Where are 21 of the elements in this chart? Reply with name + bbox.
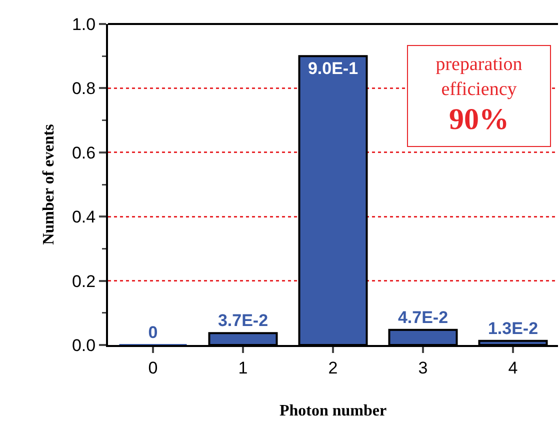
y-tick-label: 0.2: [72, 272, 96, 291]
text-box: preparation efficiency 90%: [407, 45, 551, 147]
y-tick-label: 0.4: [72, 208, 96, 227]
annotation: 90%: [448, 102, 510, 138]
x-tick-label: 4: [508, 358, 518, 378]
x-tick-label: 0: [148, 358, 158, 378]
y-tick-label: 1.0: [72, 14, 96, 34]
x-tick-label: 3: [418, 358, 428, 378]
x-tick-label: 2: [328, 358, 338, 378]
data-label: 1.3E-2: [488, 318, 538, 338]
x-tick-label: 1: [238, 358, 248, 378]
y-tick-label: 0.8: [72, 79, 96, 98]
y-tick-label: 0.6: [72, 143, 96, 162]
y-axis-title: Number of events: [40, 124, 58, 245]
data-label: 9.0E-1: [308, 59, 358, 78]
y-tick-label: 0.0: [72, 336, 96, 355]
x-axis-title: Photon number: [279, 402, 387, 420]
data-label: 3.7E-2: [218, 311, 268, 330]
annotation: preparation efficiency: [434, 53, 524, 102]
data-label: 0: [148, 323, 158, 342]
data-label: 4.7E-2: [398, 308, 448, 327]
